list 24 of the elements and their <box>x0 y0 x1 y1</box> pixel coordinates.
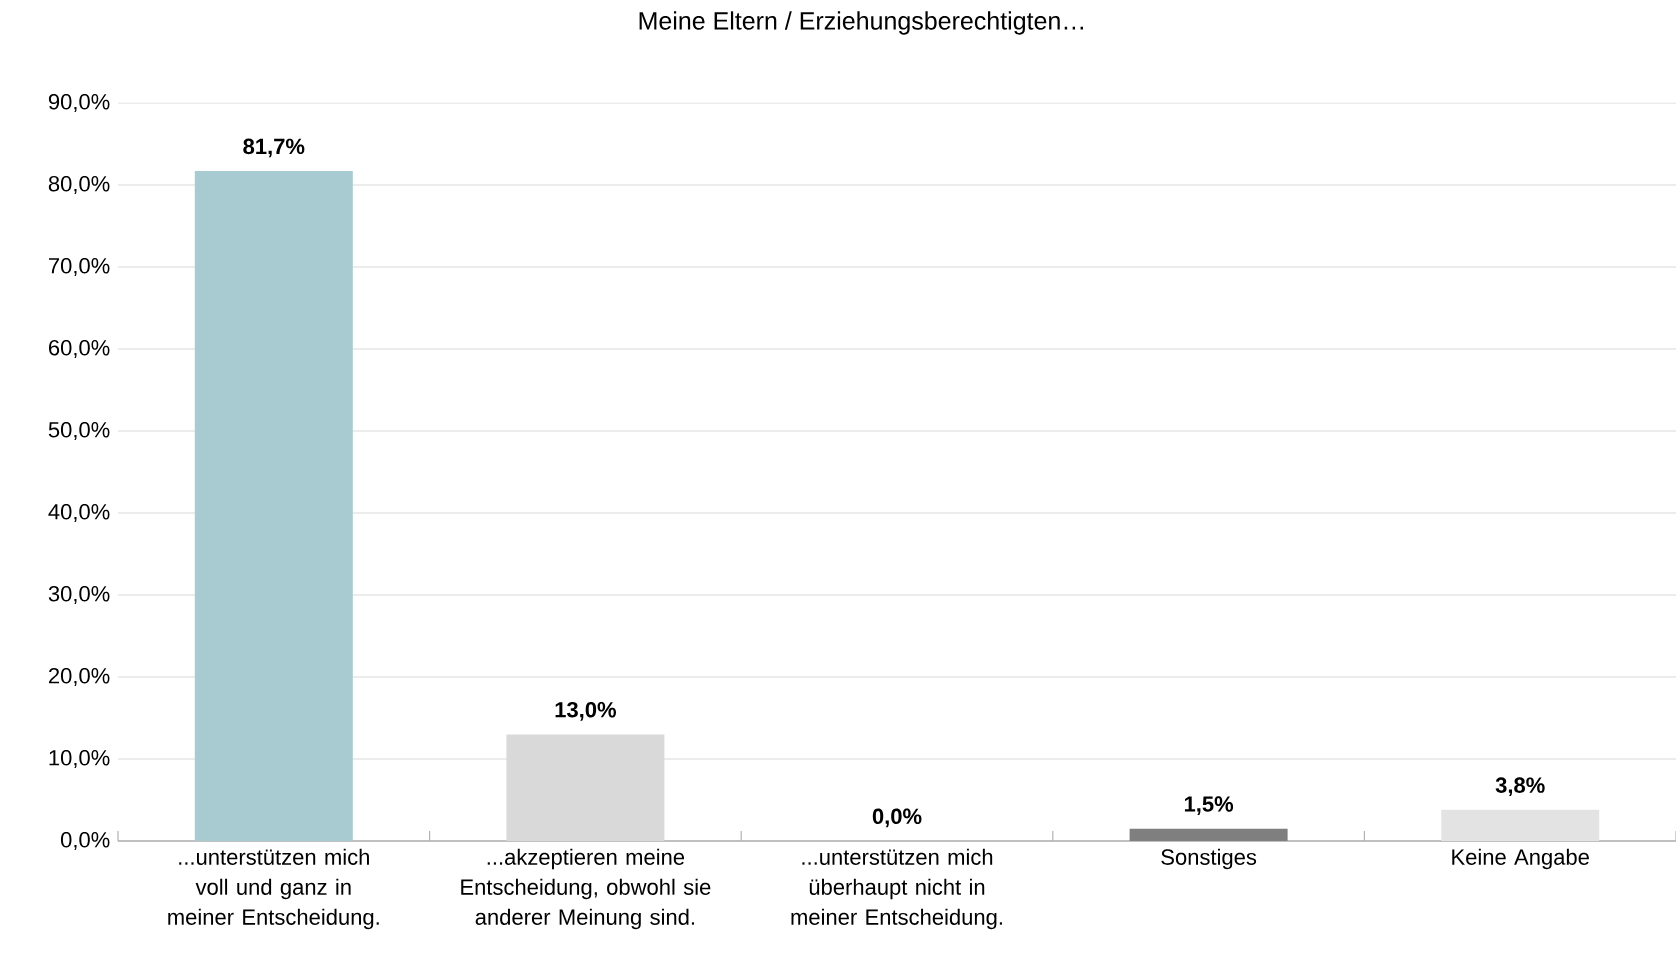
chart-title: Meine Eltern / Erziehungsberechtigten… <box>639 11 1083 35</box>
y-tick-label: 0,0% <box>60 831 110 851</box>
data-label: 3,8% <box>1495 777 1545 797</box>
bar <box>194 171 353 841</box>
y-tick-label: 60,0% <box>49 339 110 359</box>
y-tick-label: 20,0% <box>48 667 110 687</box>
data-label: 81,7% <box>243 138 305 158</box>
y-tick-label: 80,0% <box>48 175 110 195</box>
y-tick-label: 10,0% <box>49 749 110 769</box>
x-tick-label: Sonstiges <box>1161 848 1257 870</box>
x-tick-label: ...unterstützen mich überhaupt nicht in meiner Entscheidung. <box>791 848 1002 930</box>
bar <box>1129 828 1288 841</box>
y-tick-label: 90,0% <box>48 93 110 113</box>
y-tick-label: 40,0% <box>48 503 110 523</box>
y-tick-label: 30,0% <box>48 585 110 605</box>
y-tick-label: 70,0% <box>49 257 110 277</box>
y-tick-label: 50,0% <box>48 421 110 441</box>
bar <box>1441 809 1600 841</box>
data-label: 0,0% <box>872 808 922 828</box>
x-tick-label: ...unterstützen mich voll und ganz in meiner Entscheidung. <box>168 848 379 930</box>
x-tick-label: ...akzeptieren meine Entscheidung, obwohl sie anderer Meinung sind. <box>461 848 711 930</box>
x-tick-label: Keine Angabe <box>1452 848 1589 870</box>
data-label: 1,5% <box>1184 796 1234 815</box>
data-label: 13,0% <box>555 701 617 721</box>
